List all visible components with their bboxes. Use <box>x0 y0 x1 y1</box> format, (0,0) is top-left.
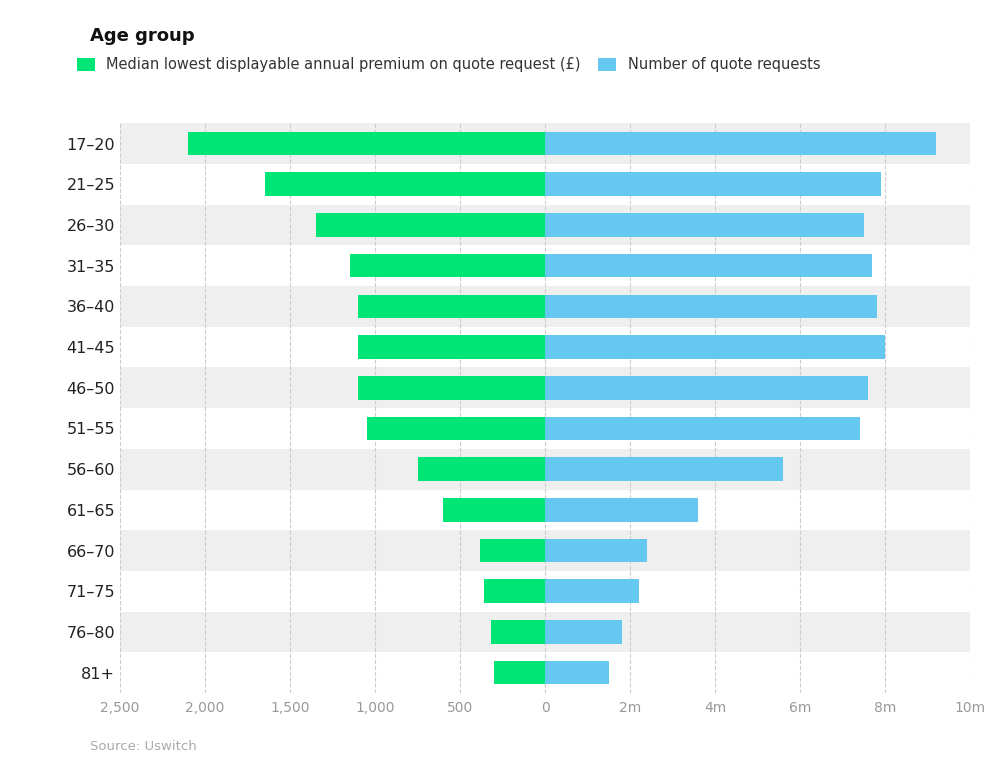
Bar <box>120 286 970 326</box>
Bar <box>545 132 936 156</box>
Bar <box>120 205 970 246</box>
Bar <box>120 449 970 490</box>
Bar <box>545 620 622 644</box>
Legend: Median lowest displayable annual premium on quote request (£), Number of quote r: Median lowest displayable annual premium… <box>77 57 820 72</box>
Bar <box>120 652 970 693</box>
Bar <box>545 376 868 400</box>
Bar <box>545 254 872 277</box>
Bar <box>120 246 970 286</box>
Bar <box>120 123 970 164</box>
Bar <box>188 132 545 156</box>
Bar <box>545 417 860 440</box>
Bar <box>545 335 885 359</box>
Bar <box>264 172 545 196</box>
Bar <box>545 172 881 196</box>
Bar <box>120 490 970 531</box>
Bar <box>350 254 545 277</box>
Bar <box>443 498 545 521</box>
Bar <box>545 498 698 521</box>
Bar <box>358 295 545 318</box>
Bar <box>120 326 970 367</box>
Bar <box>366 417 545 440</box>
Bar <box>358 335 545 359</box>
Bar <box>316 213 545 236</box>
Bar <box>545 295 876 318</box>
Bar <box>358 376 545 400</box>
Bar <box>484 580 545 603</box>
Bar <box>480 539 545 562</box>
Text: Age group: Age group <box>90 27 195 45</box>
Bar <box>545 580 639 603</box>
Bar <box>545 661 609 685</box>
Text: Source: Uswitch: Source: Uswitch <box>90 740 197 753</box>
Bar <box>545 213 864 236</box>
Bar <box>418 457 545 481</box>
Bar <box>120 571 970 611</box>
Bar <box>545 457 783 481</box>
Bar <box>120 164 970 205</box>
Bar <box>120 531 970 571</box>
Bar <box>491 620 545 644</box>
Bar <box>494 661 545 685</box>
Bar <box>120 367 970 408</box>
Bar <box>120 611 970 652</box>
Bar <box>545 539 647 562</box>
Bar <box>120 408 970 449</box>
